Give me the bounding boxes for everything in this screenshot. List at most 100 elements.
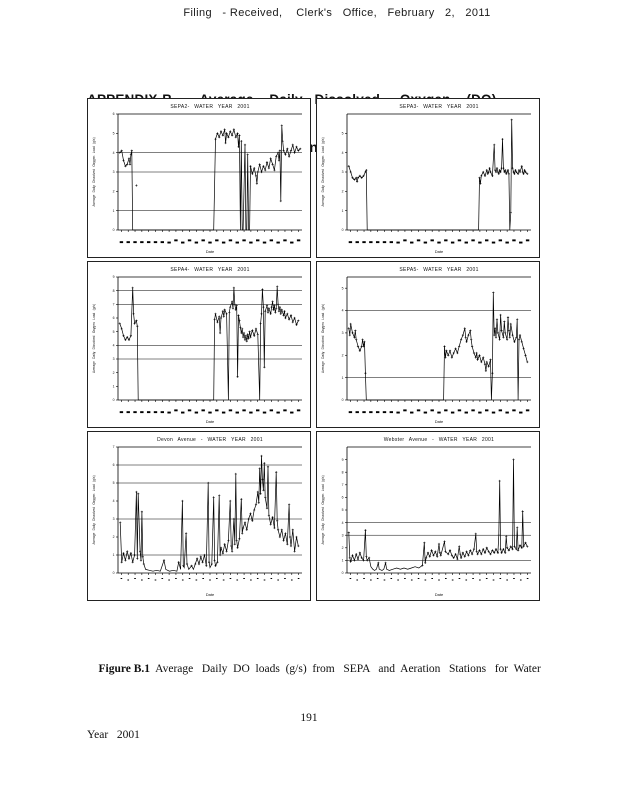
chart-title: Devon Avenue - WATER YEAR 2001 — [157, 437, 263, 443]
chart-canvas-sepa3: SEPA3- WATER YEAR 2001 0 1 2 3 4 5 Date Average … — [321, 104, 531, 254]
month-tick-mark — [485, 409, 489, 412]
month-tick-mark — [512, 409, 516, 412]
month-tick-mark — [181, 241, 185, 244]
y-tick-label: 4 — [342, 151, 344, 155]
month-tick-mark — [126, 411, 130, 414]
month-tick-mark — [283, 239, 287, 242]
month-tick-mark — [119, 241, 124, 244]
data-markers — [118, 124, 302, 203]
month-tick-mark — [201, 409, 205, 412]
month-tick-mark — [348, 241, 353, 244]
y-tick-label: 0 — [113, 398, 115, 402]
chart-canvas-webster-avenue: Webster Avenue - WATER YEAR 2001 0 1 2 3 4 5 6 7… — [321, 437, 531, 597]
month-tick-mark — [479, 579, 481, 581]
month-tick-mark — [276, 411, 280, 414]
month-tick-mark — [464, 241, 468, 244]
month-tick-mark — [263, 579, 266, 581]
chart-title: SEPA4- WATER YEAR 2001 — [170, 267, 249, 273]
month-tick-mark — [161, 578, 164, 579]
month-tick-mark — [119, 411, 124, 414]
month-tick-mark — [256, 578, 259, 579]
month-tick-mark — [430, 409, 434, 412]
month-tick-mark — [284, 578, 286, 579]
y-tick-label: 1 — [342, 209, 344, 213]
month-tick-mark — [242, 409, 246, 412]
month-tick-mark — [290, 411, 294, 414]
y-axis-label: Average Daily Dissolved Oxygen Load (g/s… — [321, 137, 325, 206]
y-tick-label: 6 — [113, 316, 115, 320]
month-tick-mark — [382, 411, 387, 414]
month-tick-mark — [505, 241, 509, 244]
month-tick-mark — [269, 239, 274, 242]
filing-stamp: Filing - Received, Clerk's Office, Febru… — [183, 7, 491, 19]
month-tick-mark — [269, 409, 274, 412]
month-tick-mark — [498, 409, 503, 412]
month-tick-mark — [276, 241, 280, 244]
month-tick-mark — [375, 241, 380, 244]
chart-canvas-sepa5: SEPA5- WATER YEAR 2001 0 1 2 3 4 5 Date Average … — [321, 267, 531, 424]
y-tick-label: 7 — [342, 483, 344, 487]
month-tick-mark — [296, 409, 301, 412]
month-tick-mark — [174, 409, 178, 412]
month-tick-mark — [444, 239, 448, 242]
month-tick-mark — [471, 409, 475, 412]
month-tick-mark — [348, 411, 353, 414]
y-tick-label: 2 — [113, 190, 115, 194]
y-tick-label: 3 — [113, 357, 115, 361]
x-axis-label: Date — [435, 592, 444, 597]
y-tick-label: 8 — [113, 289, 115, 293]
y-tick-label: 5 — [342, 132, 344, 136]
month-tick-mark — [290, 579, 293, 581]
month-tick-mark — [417, 578, 420, 579]
month-tick-mark — [362, 411, 366, 414]
month-tick-mark — [277, 579, 279, 581]
month-tick-mark — [250, 579, 252, 581]
month-tick-mark — [438, 579, 440, 581]
month-tick-mark — [133, 241, 137, 244]
y-tick-label: 5 — [113, 132, 115, 136]
y-tick-label: 9 — [113, 275, 115, 279]
figure-caption-text: Average Daily DO loads (g/s) from SEPA a… — [150, 663, 541, 675]
month-tick-mark — [423, 241, 428, 244]
x-axis-label: Date — [206, 419, 215, 424]
month-tick-mark — [141, 579, 143, 581]
month-tick-mark — [167, 241, 171, 244]
chart-sepa2: SEPA2- WATER YEAR 2001 0 1 2 3 4 5 6 Date Average… — [87, 98, 311, 258]
month-tick-mark — [242, 239, 246, 242]
month-tick-mark — [478, 241, 482, 244]
month-tick-mark — [437, 241, 441, 244]
month-tick-mark — [262, 411, 267, 414]
month-tick-mark — [296, 239, 301, 242]
y-axis-label: Average Daily Dissolved Oxygen Load (g/s… — [321, 475, 325, 544]
y-tick-label: 2 — [113, 371, 115, 375]
month-tick-mark — [256, 239, 260, 242]
month-tick-mark — [444, 409, 448, 412]
y-tick-label: 6 — [113, 463, 115, 467]
month-tick-mark — [160, 241, 164, 244]
month-tick-mark — [160, 411, 164, 414]
figure-caption-line2: Year 2001 — [87, 729, 140, 741]
y-tick-label: 4 — [113, 151, 115, 155]
month-tick-mark — [262, 241, 267, 244]
month-tick-mark — [410, 241, 414, 244]
month-tick-mark — [485, 239, 489, 242]
month-tick-mark — [270, 578, 273, 579]
month-tick-mark — [202, 578, 204, 579]
y-tick-label: 8 — [342, 470, 344, 474]
y-tick-label: 5 — [113, 481, 115, 485]
month-tick-mark — [498, 239, 503, 242]
month-tick-mark — [370, 579, 372, 581]
data-markers — [347, 118, 529, 214]
month-tick-mark — [228, 239, 233, 242]
month-tick-mark — [382, 241, 387, 244]
chart-sepa5: SEPA5- WATER YEAR 2001 0 1 2 3 4 5 Date Average … — [316, 261, 540, 428]
x-axis-label: Date — [435, 249, 444, 254]
month-tick-mark — [215, 409, 219, 412]
month-tick-mark — [525, 239, 530, 242]
month-tick-mark — [396, 241, 400, 244]
chart-title: Webster Avenue - WATER YEAR 2001 — [384, 437, 494, 443]
month-tick-mark — [120, 578, 123, 579]
y-tick-label: 0 — [342, 571, 344, 575]
month-tick-mark — [229, 578, 232, 579]
month-tick-mark — [221, 241, 226, 244]
